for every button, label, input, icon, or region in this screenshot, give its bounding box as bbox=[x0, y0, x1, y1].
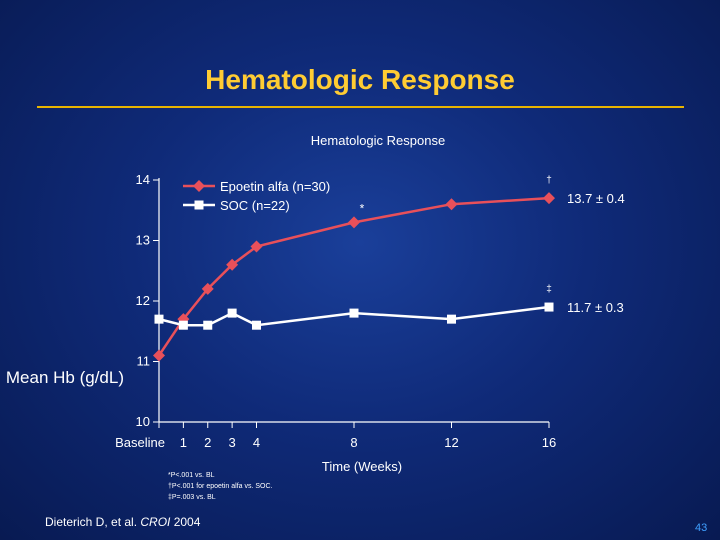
y-tick-label: 11 bbox=[137, 354, 151, 369]
data-point-epoetin bbox=[348, 216, 360, 229]
data-point-epoetin bbox=[226, 258, 239, 271]
legend-label-soc: SOC (n=22) bbox=[220, 198, 290, 213]
data-point-epoetin bbox=[543, 192, 555, 205]
data-point-soc bbox=[252, 320, 261, 330]
data-point-soc bbox=[178, 320, 188, 330]
y-tick-label: 13 bbox=[136, 233, 150, 248]
x-tick-label: 4 bbox=[253, 435, 260, 450]
x-tick-label: 1 bbox=[180, 435, 187, 450]
data-point-soc bbox=[227, 308, 237, 318]
y-tick-label: 12 bbox=[136, 293, 150, 308]
data-point-soc bbox=[154, 314, 164, 324]
legend-label-epoetin: Epoetin alfa (n=30) bbox=[220, 179, 330, 194]
data-point-epoetin bbox=[445, 198, 458, 211]
x-tick-label: Baseline bbox=[115, 435, 165, 450]
data-point-soc bbox=[544, 302, 554, 312]
slide-title: Hematologic Response bbox=[205, 64, 515, 95]
x-tick-label: 12 bbox=[444, 435, 458, 450]
x-tick-label: 16 bbox=[542, 435, 556, 450]
footnote-3: ‡P=.003 vs. BL bbox=[168, 494, 216, 501]
footnote-1: *P<.001 vs. BL bbox=[168, 472, 215, 479]
page-number: 43 bbox=[695, 522, 708, 534]
x-tick-label: 8 bbox=[350, 435, 357, 450]
annotation-2: ‡ bbox=[546, 284, 552, 295]
data-point-epoetin bbox=[250, 240, 263, 253]
x-axis-label: Time (Weeks) bbox=[322, 459, 402, 474]
legend-marker-soc bbox=[194, 200, 204, 210]
citation-journal: CROI bbox=[140, 515, 171, 529]
data-point-soc bbox=[349, 308, 359, 318]
data-point-soc bbox=[203, 320, 213, 330]
y-axis-label: Mean Hb (g/dL) bbox=[6, 368, 124, 387]
y-tick-label: 10 bbox=[136, 414, 150, 429]
footnote-2: †P<.001 for epoetin alfa vs. SOC. bbox=[168, 483, 273, 490]
data-point-epoetin bbox=[201, 282, 214, 295]
chart-title: Hematologic Response bbox=[311, 133, 445, 148]
citation-year: 2004 bbox=[170, 515, 201, 529]
annotation-4: 11.7 ± 0.3 bbox=[567, 300, 624, 315]
series-line-epoetin bbox=[157, 196, 550, 357]
annotation-0: * bbox=[360, 201, 365, 215]
data-point-epoetin bbox=[153, 349, 165, 362]
data-point-soc bbox=[447, 314, 456, 324]
annotation-1: † bbox=[546, 175, 552, 186]
x-tick-label: 3 bbox=[229, 435, 236, 450]
title-divider bbox=[37, 106, 684, 108]
legend-marker-epoetin bbox=[193, 180, 205, 192]
x-tick-label: 2 bbox=[204, 435, 211, 450]
y-tick-label: 14 bbox=[136, 172, 150, 187]
citation-authors: Dieterich D, et al. bbox=[45, 515, 141, 529]
citation: Dieterich D, et al. CROI 2004 bbox=[45, 515, 200, 529]
annotation-3: 13.7 ± 0.4 bbox=[567, 191, 625, 206]
